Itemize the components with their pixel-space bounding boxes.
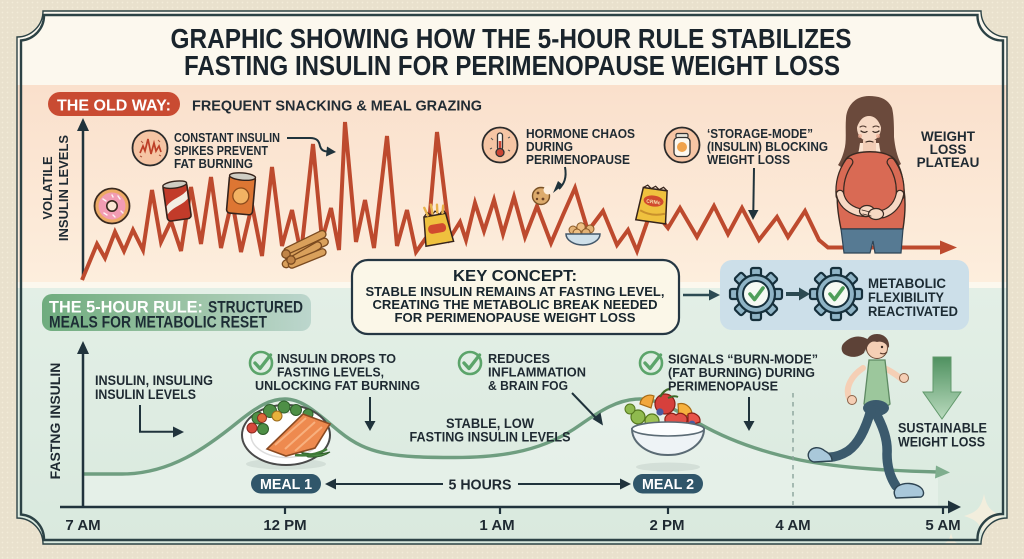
svg-text:FLEXIBILITY: FLEXIBILITY — [868, 290, 944, 305]
svg-text:FASTING LEVELS,: FASTING LEVELS, — [277, 365, 384, 380]
svg-text:2 PM: 2 PM — [649, 517, 684, 534]
svg-text:VOLATILE: VOLATILE — [40, 156, 55, 220]
svg-text:CREATING THE METABOLIC BREAK N: CREATING THE METABOLIC BREAK NEEDED — [373, 297, 658, 312]
svg-text:INSULIN, INSULING: INSULIN, INSULING — [95, 373, 213, 388]
svg-text:CRMc: CRMc — [646, 199, 661, 207]
svg-text:INSULIN LEVELS: INSULIN LEVELS — [56, 135, 71, 242]
svg-text:INSULIN LEVELS: INSULIN LEVELS — [95, 387, 196, 402]
svg-text:THE OLD WAY:: THE OLD WAY: — [57, 98, 171, 115]
svg-text:4 AM: 4 AM — [775, 517, 810, 534]
svg-text:STRUCTURED: STRUCTURED — [208, 299, 303, 317]
svg-text:‘STORAGE-MODE”: ‘STORAGE-MODE” — [707, 126, 813, 141]
svg-text:FREQUENT SNACKING & MEAL GRAZI: FREQUENT SNACKING & MEAL GRAZING — [192, 98, 482, 115]
svg-text:CONSTANT INSULIN: CONSTANT INSULIN — [174, 130, 280, 145]
svg-text:DURING: DURING — [526, 139, 573, 154]
svg-text:SUSTAINABLE: SUSTAINABLE — [898, 421, 987, 436]
svg-text:12 PM: 12 PM — [263, 517, 306, 534]
svg-text:MEAL 2: MEAL 2 — [642, 477, 694, 493]
svg-text:1 AM: 1 AM — [479, 517, 514, 534]
svg-text:THE 5-HOUR RULE:: THE 5-HOUR RULE: — [49, 299, 203, 317]
svg-text:FASTING INSULIN LEVELS: FASTING INSULIN LEVELS — [410, 429, 571, 445]
svg-text:STABLE, LOW: STABLE, LOW — [446, 415, 535, 431]
svg-text:& BRAIN FOG: & BRAIN FOG — [488, 378, 568, 393]
svg-text:SIGNALS “BURN-MODE”: SIGNALS “BURN-MODE” — [668, 352, 818, 367]
svg-text:INSULIN DROPS TO: INSULIN DROPS TO — [277, 351, 396, 366]
svg-text:GRAPHIC SHOWING HOW THE 5-HOUR: GRAPHIC SHOWING HOW THE 5-HOUR RULE STAB… — [171, 23, 852, 54]
svg-text:(FAT BURNING) DURING: (FAT BURNING) DURING — [668, 365, 815, 380]
svg-text:UNLOCKING FAT BURNING: UNLOCKING FAT BURNING — [255, 378, 420, 393]
svg-text:5 HOURS: 5 HOURS — [449, 477, 512, 494]
svg-text:(INSULIN) BLOCKING: (INSULIN) BLOCKING — [707, 139, 828, 154]
svg-text:INFLAMMATION: INFLAMMATION — [488, 365, 586, 380]
svg-text:MEAL 1: MEAL 1 — [260, 477, 312, 493]
svg-text:WEIGHT LOSS: WEIGHT LOSS — [707, 152, 790, 167]
svg-text:STABLE INSULIN REMAINS AT FAST: STABLE INSULIN REMAINS AT FASTING LEVEL, — [366, 284, 665, 299]
svg-text:5 AM: 5 AM — [925, 517, 960, 534]
svg-text:PERIMENOPAUSE: PERIMENOPAUSE — [526, 152, 630, 167]
svg-text:SPIKES PREVENT: SPIKES PREVENT — [174, 143, 268, 158]
svg-text:7 AM: 7 AM — [65, 517, 100, 534]
svg-text:PERIMENOPAUSE: PERIMENOPAUSE — [668, 379, 778, 394]
svg-text:FOR PERIMENOPAUSE WEIGHT LOSS: FOR PERIMENOPAUSE WEIGHT LOSS — [395, 310, 636, 325]
svg-text:PLATEAU: PLATEAU — [917, 155, 980, 170]
svg-text:KEY CONCEPT:: KEY CONCEPT: — [453, 268, 577, 285]
svg-text:METABOLIC: METABOLIC — [868, 276, 946, 291]
svg-text:LOSS: LOSS — [930, 142, 967, 157]
svg-text:WEIGHT LOSS: WEIGHT LOSS — [898, 435, 985, 450]
svg-text:FASTING INSULIN FOR PERIMENOPA: FASTING INSULIN FOR PERIMENOPAUSE WEIGHT… — [184, 50, 840, 81]
svg-text:FAT BURNING: FAT BURNING — [174, 156, 253, 171]
svg-text:WEIGHT: WEIGHT — [921, 129, 976, 144]
svg-text:REACTIVATED: REACTIVATED — [868, 304, 958, 319]
svg-text:MEALS FOR METABOLIC RESET: MEALS FOR METABOLIC RESET — [49, 314, 267, 332]
svg-text:FASTNG INSULIN: FASTNG INSULIN — [47, 363, 63, 480]
svg-text:REDUCES: REDUCES — [488, 351, 550, 366]
svg-text:HORMONE CHAOS: HORMONE CHAOS — [526, 126, 635, 141]
